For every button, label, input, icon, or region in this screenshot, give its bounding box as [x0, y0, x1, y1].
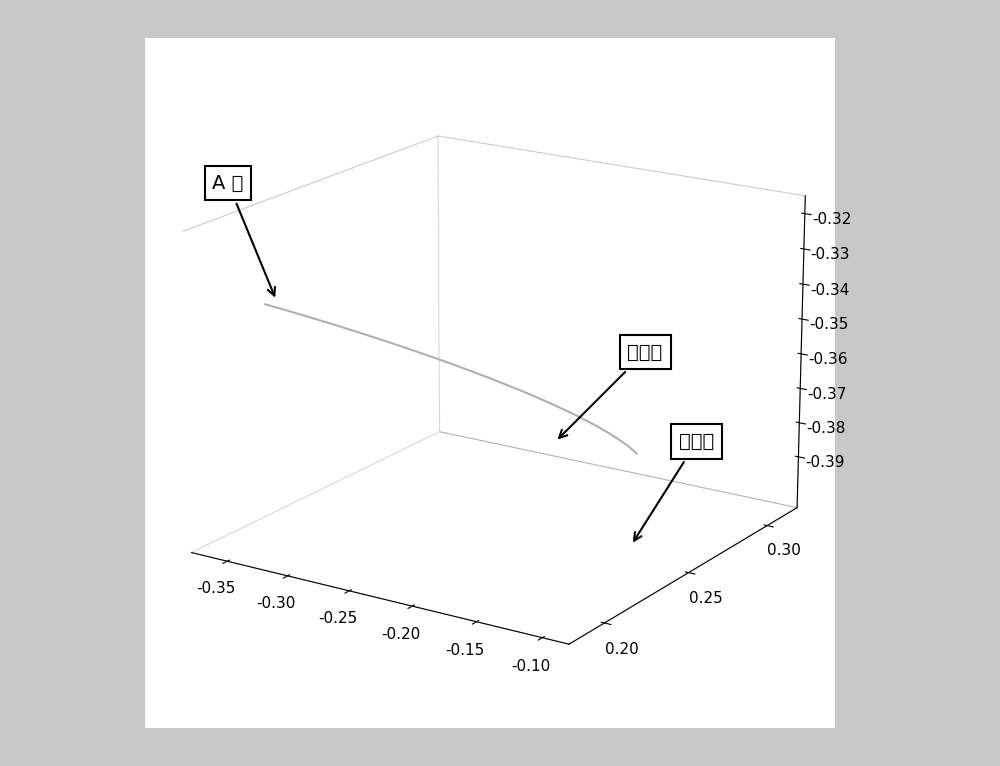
- Text: A 点: A 点: [212, 174, 275, 296]
- Text: 控制点: 控制点: [559, 342, 663, 438]
- Text: 过渡段: 过渡段: [634, 432, 714, 541]
